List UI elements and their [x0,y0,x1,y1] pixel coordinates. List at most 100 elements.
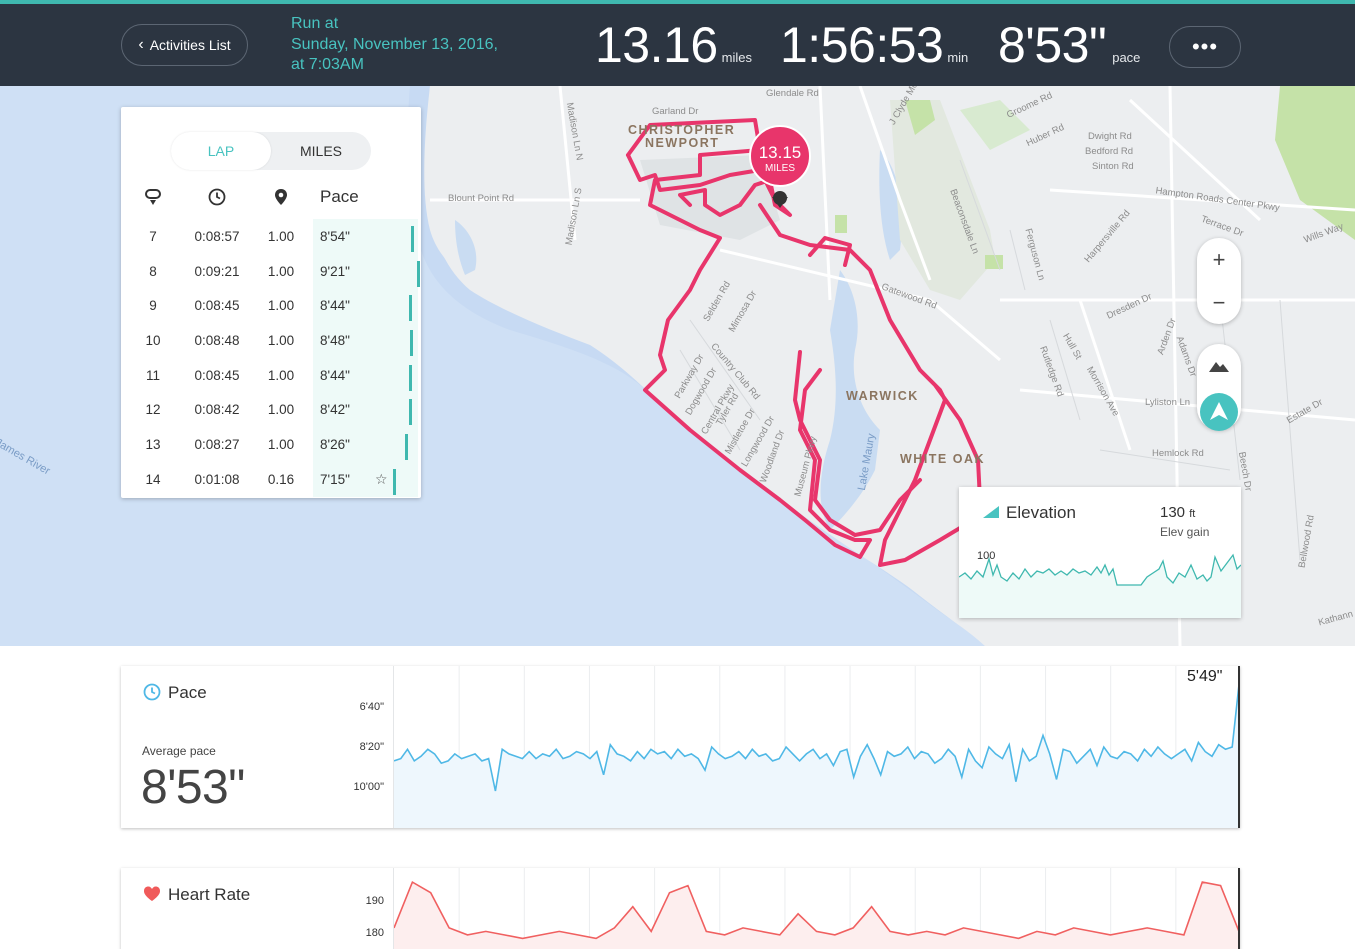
street-label: Garland Dr [652,106,699,117]
chevron-left-icon: ‹ [138,36,144,53]
average-pace-value: 8'53" [141,761,245,814]
lap-pace: 8'44" [320,298,350,314]
run-date-label: Sunday, November 13, 2016, [291,35,498,53]
place-label: WARWICK [846,389,919,403]
average-pace-label: Average pace [142,744,216,758]
lap-pace-bar [416,260,420,287]
run-time-label: at 7:03AM [291,56,364,73]
street-label: Blount Point Rd [448,193,515,204]
lap-lap: 7 [149,228,157,244]
lap-pace: 8'54" [320,228,350,244]
lap-pace: 9'21" [320,263,350,279]
lap-lap: 9 [149,298,157,314]
lap-dist: 1.00 [267,402,295,418]
pace-value: 8'53" [998,17,1107,73]
pace-chart[interactable] [393,666,1240,828]
elevation-title: Elevation [1006,503,1076,522]
duration-unit: min [947,50,969,65]
lap-pace: 8'48" [320,332,350,348]
navigation-icon[interactable] [1200,393,1238,431]
map-type-controls [1197,344,1241,431]
pace-unit: pace [1112,50,1141,65]
street-label: Hemlock Rd [1152,448,1204,459]
tab-lap[interactable]: LAP [171,132,271,170]
street-label: Bedford Rd [1085,146,1134,157]
elevation-gain-unit: ft [1189,508,1196,520]
lap-number-icon [141,185,165,209]
heart-rate-card: Heart Rate 190 180 [121,868,1240,949]
elevation-gain-label: Elev gain [1160,525,1210,539]
lap-pace-bar [409,330,413,357]
pace-max-label: 5'49" [1187,668,1223,685]
heart-rate-chart-svg [393,868,1240,949]
more-options-button[interactable]: ••• [1169,26,1241,68]
duration-value: 1:56:53 [780,17,944,73]
place-label: WHITE OAK [900,452,986,466]
lap-row[interactable]: 9 0:08:45 1.00 8'44" [121,288,421,323]
distance-value: 13.16 [595,17,718,73]
lap-row[interactable]: 8 0:09:21 1.00 9'21" [121,254,421,289]
lap-row[interactable]: 10 0:08:48 1.00 8'48" [121,323,421,358]
heart-rate-title: Heart Rate [168,885,251,904]
run-date-info: Run at Sunday, November 13, 2016, at 7:0… [291,14,498,76]
chart-series-line [393,684,1240,792]
lap-pace: 8'44" [320,367,350,383]
lap-row[interactable]: 12 0:08:42 1.00 8'42" [121,392,421,427]
duration-stat: 1:56:53 min [780,16,968,74]
pace-y-tick: 10'00" [353,781,384,793]
mountain-icon[interactable] [1207,354,1231,378]
heart-rate-chart[interactable] [393,868,1240,949]
lap-row[interactable]: 14 0:01:08 0.16 7'15" ☆ [121,462,421,497]
distance-stat: 13.16 miles [595,16,752,74]
clock-icon [205,185,229,209]
lap-splits-panel: LAP MILES Pace 7 0:08:57 1.00 8'54" 8 0:09:21… [121,107,421,498]
lap-dist: 1.00 [267,263,295,279]
distance-unit: miles [721,50,752,65]
lap-pace-bar [408,399,412,426]
pace-column-header: Pace [320,187,359,206]
star-icon[interactable]: ☆ [375,470,388,487]
heart-icon [144,886,160,901]
lap-time: 0:08:48 [194,332,240,348]
lap-table-header: Pace [121,185,421,209]
lap-pace: 8'26" [320,436,350,452]
lap-pace-bar [392,468,396,495]
tab-miles[interactable]: MILES [299,143,342,159]
lap-lap: 11 [145,367,160,383]
marker-distance-value: 13.15 [758,143,802,162]
activities-list-button[interactable]: ‹ Activities List [121,24,248,66]
lap-time: 0:08:42 [194,402,240,418]
lap-pace-bar [405,434,409,461]
split-type-toggle: LAP MILES [171,132,371,170]
elevation-chart [959,553,1241,618]
lap-row[interactable]: 13 0:08:27 1.00 8'26" [121,427,421,462]
activity-header: ‹ Activities List Run at Sunday, Novembe… [0,0,1355,86]
lap-row[interactable]: 11 0:08:45 1.00 8'44" [121,358,421,393]
elevation-tick: 100 [977,550,996,562]
elevation-panel: Elevation 130 ft Elev gain 100 0 [959,487,1241,618]
zoom-controls: + − [1197,238,1241,324]
pace-y-tick: 8'20" [359,741,384,753]
zoom-in-button[interactable]: + [1212,246,1226,272]
lap-dist: 1.00 [267,228,295,244]
run-at-label: Run at [291,15,339,32]
lap-dist: 1.00 [267,298,295,314]
lap-dist: 1.00 [267,436,295,452]
lap-lap: 10 [145,332,161,348]
pace-y-tick: 6'40" [359,701,384,713]
chart-area-fill [394,684,1239,828]
elevation-gain: 130 ft [1160,504,1195,521]
elevation-icon [983,506,999,518]
lap-time: 0:01:08 [194,471,240,487]
lap-pace-bar [408,295,412,322]
lap-row[interactable]: 7 0:08:57 1.00 8'54" [121,219,421,254]
lap-time: 0:08:45 [194,298,240,314]
marker-distance-unit: MILES [764,163,795,174]
lap-dist: 1.00 [267,367,295,383]
lap-dist: 0.16 [267,471,295,487]
lap-time: 0:08:57 [194,228,240,244]
lap-pace: 7'15" [320,471,350,487]
zoom-out-button[interactable]: − [1212,289,1226,315]
place-label: NEWPORT [645,136,720,150]
lap-pace: 8'42" [320,402,350,418]
